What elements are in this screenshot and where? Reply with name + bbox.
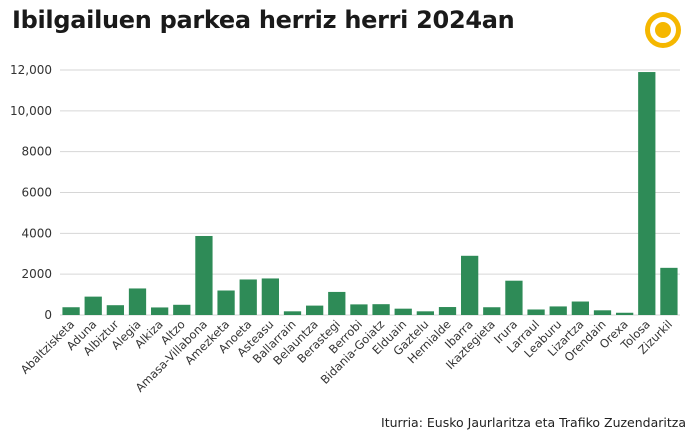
chart-title: Ibilgailuen parkea herriz herri 2024an [12,6,515,34]
bar [593,310,612,315]
source-note: Iturria: Eusko Jaurlaritza eta Trafiko Z… [381,415,686,430]
bar [173,304,191,315]
bar [527,309,545,315]
bar [84,296,102,315]
bar [660,267,678,315]
bar [217,290,235,315]
y-tick-label: 0 [44,308,52,322]
bar [350,304,368,315]
bar [416,311,434,315]
bar [128,288,147,315]
bar [261,278,279,315]
bar [549,306,567,315]
bar [151,307,169,315]
bar [195,235,213,315]
bar [106,305,124,315]
publisher-logo-icon [645,12,681,48]
bar [239,279,257,315]
bar [483,307,501,315]
bar [372,304,390,315]
bar [616,312,634,315]
bar [328,291,346,315]
bar [438,307,457,315]
bar [283,311,302,315]
y-tick-label: 8000 [21,145,52,159]
bar [571,301,589,315]
y-tick-label: 12,000 [10,63,52,77]
y-tick-label: 4000 [21,226,52,240]
bar [62,307,80,315]
bar [461,255,479,315]
bar [306,305,324,315]
y-tick-label: 6000 [21,186,52,200]
y-tick-label: 2000 [21,267,52,281]
bar [394,308,412,315]
y-tick-label: 10,000 [10,104,52,118]
bar [638,72,656,316]
bar [505,280,523,315]
